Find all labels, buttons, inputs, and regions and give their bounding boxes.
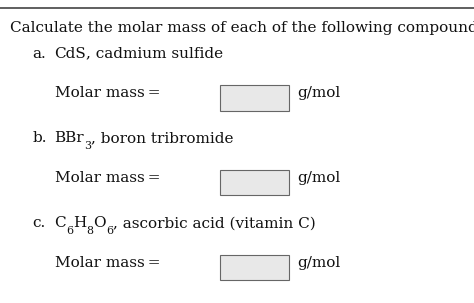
Text: Calculate the molar mass of each of the following compounds:: Calculate the molar mass of each of the … — [10, 21, 474, 35]
Text: 8: 8 — [87, 226, 93, 236]
Text: , boron tribromide: , boron tribromide — [91, 132, 234, 145]
Text: g/mol: g/mol — [298, 256, 341, 270]
Text: g/mol: g/mol — [298, 86, 341, 100]
Text: BBr: BBr — [55, 132, 84, 145]
Text: C: C — [55, 216, 66, 230]
Text: O: O — [93, 216, 106, 230]
Text: c.: c. — [32, 216, 46, 230]
Text: 3: 3 — [84, 141, 91, 151]
Text: 6: 6 — [106, 226, 113, 236]
Text: Molar mass =: Molar mass = — [55, 86, 160, 100]
Bar — [220, 85, 289, 111]
Text: Molar mass =: Molar mass = — [55, 256, 160, 270]
Text: a.: a. — [32, 47, 46, 61]
Text: Molar mass =: Molar mass = — [55, 171, 160, 185]
Text: H: H — [73, 216, 87, 230]
Text: 6: 6 — [66, 226, 73, 236]
Text: b.: b. — [32, 132, 47, 145]
Bar — [220, 255, 289, 280]
Text: , cadmium sulfide: , cadmium sulfide — [86, 47, 223, 61]
Bar — [220, 170, 289, 195]
Text: g/mol: g/mol — [298, 171, 341, 185]
Text: , ascorbic acid (vitamin C): , ascorbic acid (vitamin C) — [113, 216, 316, 230]
Text: CdS: CdS — [55, 47, 86, 61]
